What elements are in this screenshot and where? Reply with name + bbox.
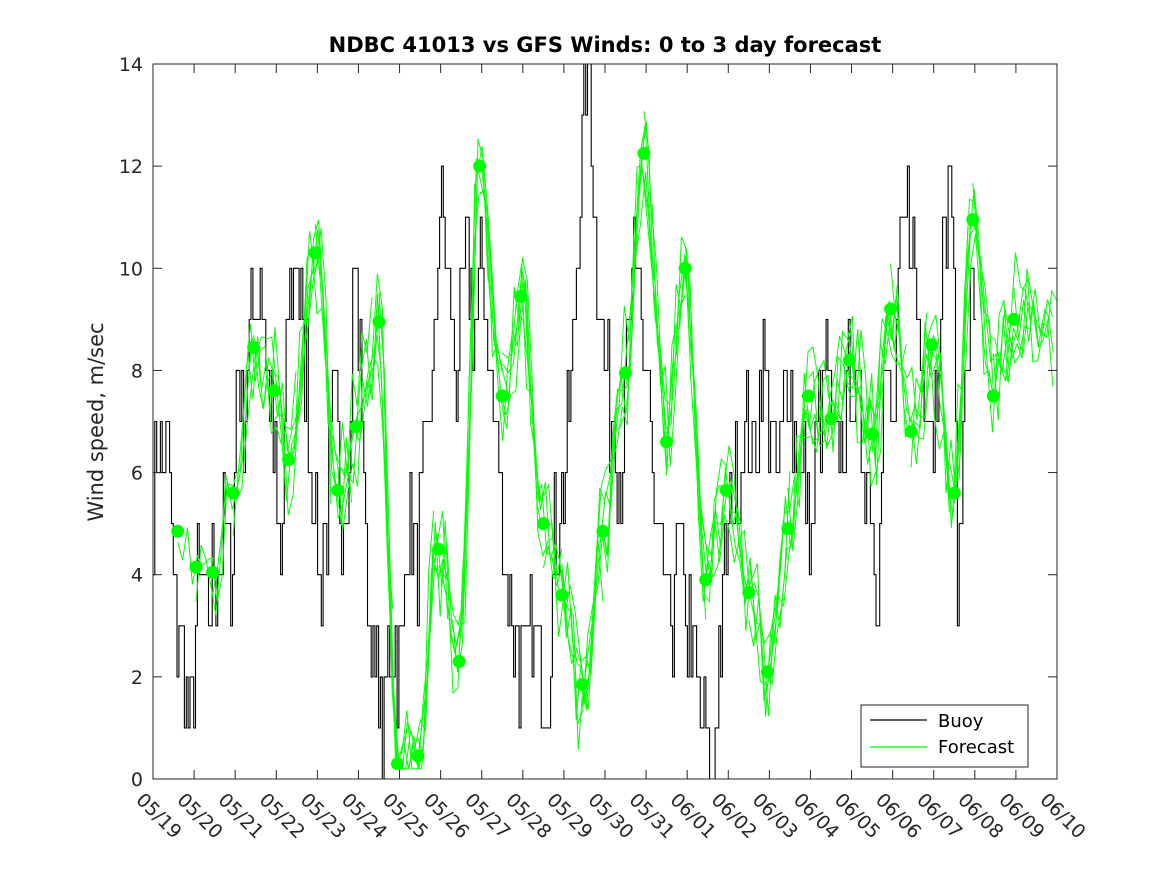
- forecast-point: [865, 427, 879, 441]
- forecast-point: [925, 338, 939, 352]
- y-tick-label: 6: [131, 463, 143, 485]
- forecast-cycle-line: [748, 316, 868, 717]
- forecast-cycle-line: [232, 245, 352, 536]
- forecast-point: [206, 565, 220, 579]
- y-tick-label: 10: [119, 258, 143, 280]
- forecast-cycle-line: [705, 359, 830, 645]
- forecast-cycle-line: [602, 168, 727, 584]
- forecast-point: [719, 483, 733, 497]
- forecast-cycle-line: [992, 277, 1053, 421]
- forecast-point: [432, 542, 446, 556]
- y-tick-label: 2: [131, 667, 143, 689]
- legend-buoy-label: Buoy: [938, 711, 984, 732]
- forecast-point: [411, 749, 425, 763]
- forecast-point: [247, 340, 261, 354]
- forecast-cycle-line: [766, 315, 887, 686]
- forecast-point: [1007, 312, 1021, 326]
- forecast-point: [781, 522, 795, 536]
- forecast-point: [904, 425, 918, 439]
- forecast-point: [536, 517, 550, 531]
- y-axis-label: Wind speed, m/sec: [84, 322, 108, 521]
- forecast-point: [226, 486, 240, 500]
- forecast-point: [619, 366, 632, 380]
- forecast-cycle-line: [195, 231, 315, 616]
- forecast-point: [282, 453, 296, 467]
- forecast-point: [637, 146, 651, 160]
- forecast-point: [699, 573, 713, 587]
- forecast-point: [986, 389, 1000, 403]
- y-tick-label: 14: [119, 54, 143, 76]
- forecast-point: [760, 665, 774, 679]
- forecast-point: [372, 315, 386, 329]
- forecast-point: [555, 588, 569, 602]
- forecast-point: [884, 302, 898, 316]
- forecast-point: [349, 420, 363, 434]
- y-tick-label: 8: [131, 360, 143, 382]
- forecast-point: [824, 412, 838, 426]
- forecast-cycle-line: [787, 295, 907, 552]
- plot-clip-group: [153, 64, 1057, 779]
- forecast-point: [514, 289, 528, 303]
- forecast-cycle-line: [253, 229, 373, 516]
- forecast-point: [308, 246, 322, 260]
- forecast-cycle-line: [625, 124, 750, 604]
- forecast-point: [575, 678, 589, 691]
- forecast-cycle-line: [725, 335, 850, 717]
- forecast-point: [331, 483, 345, 497]
- forecast-point: [678, 261, 692, 275]
- forecast-point: [660, 435, 674, 449]
- forecast-point: [495, 389, 509, 403]
- legend-forecast-label: Forecast: [938, 737, 1014, 758]
- forecast-cycle-line: [177, 343, 297, 603]
- forecast-point: [473, 159, 487, 173]
- y-tick-label: 4: [131, 565, 143, 587]
- forecast-point: [742, 586, 756, 600]
- forecast-cycle-line: [561, 171, 686, 711]
- forecast-point: [801, 389, 815, 403]
- legend-box: [860, 704, 1029, 768]
- forecast-cycle-line: [684, 244, 809, 702]
- forecast-point: [966, 213, 980, 227]
- forecast-cycle-line: [871, 233, 991, 494]
- forecast-cycle-line: [479, 188, 604, 750]
- forecast-cycle-line: [807, 285, 928, 465]
- legend: Buoy Forecast: [860, 704, 1029, 768]
- forecast-point: [596, 524, 610, 538]
- chart-title: NDBC 41013 vs GFS Winds: 0 to 3 day fore…: [329, 33, 882, 57]
- forecast-point: [452, 655, 466, 668]
- forecast-point: [947, 486, 961, 500]
- forecast-point: [843, 353, 856, 367]
- forecast-point: [171, 524, 185, 538]
- y-tick-label: 12: [119, 156, 143, 178]
- plot-area: [153, 64, 1057, 779]
- forecast-point: [391, 757, 404, 771]
- forecast-cycle-line: [1013, 287, 1054, 353]
- forecast-point: [189, 560, 203, 574]
- forecast-point: [267, 384, 281, 398]
- y-tick-label: 0: [131, 769, 143, 791]
